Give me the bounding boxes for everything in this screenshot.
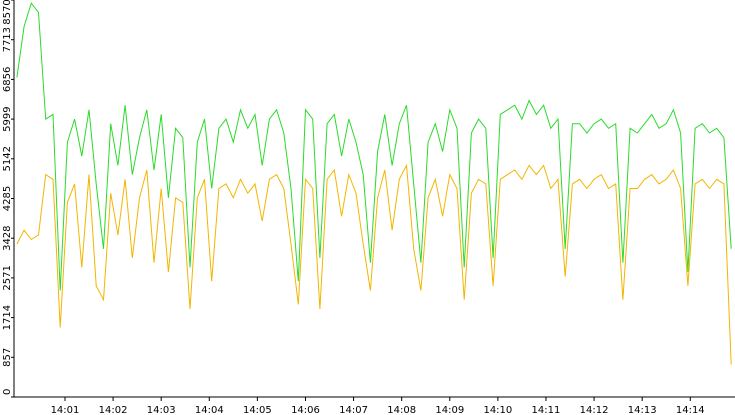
- x-tick-label: 14:03: [147, 405, 176, 415]
- y-tick-label: 2571: [2, 265, 13, 290]
- y-tick-label: 6856: [2, 67, 13, 92]
- y-tick-label: 857: [2, 348, 13, 367]
- x-tick-label: 14:14: [676, 405, 705, 415]
- x-tick-label: 14:06: [291, 405, 320, 415]
- x-tick-label: 14:02: [99, 405, 128, 415]
- x-tick-label: 14:09: [435, 405, 464, 415]
- series-line: [16, 2, 732, 291]
- x-tick-label: 14:12: [580, 405, 609, 415]
- y-tick-label: 1714: [2, 305, 13, 330]
- x-tick-label: 14:13: [628, 405, 657, 415]
- y-tick-label: 7713: [2, 27, 13, 52]
- x-tick-label: 14:07: [339, 405, 368, 415]
- y-tick-label: 4285: [2, 186, 13, 211]
- y-tick-label: 3428: [2, 225, 13, 250]
- x-tick-label: 14:08: [387, 405, 416, 415]
- series-line: [16, 163, 732, 365]
- x-tick-label: 14:01: [51, 405, 80, 415]
- y-tick-label: 8570: [2, 0, 13, 25]
- x-tick-label: 14:11: [532, 405, 561, 415]
- x-tick-label: 14:10: [483, 405, 512, 415]
- x-tick-label: 14:05: [243, 405, 272, 415]
- y-tick-label: 5142: [2, 146, 13, 171]
- y-tick-label: 0: [2, 389, 13, 395]
- y-tick-label: 5999: [2, 106, 13, 131]
- x-tick-label: 14:04: [195, 405, 224, 415]
